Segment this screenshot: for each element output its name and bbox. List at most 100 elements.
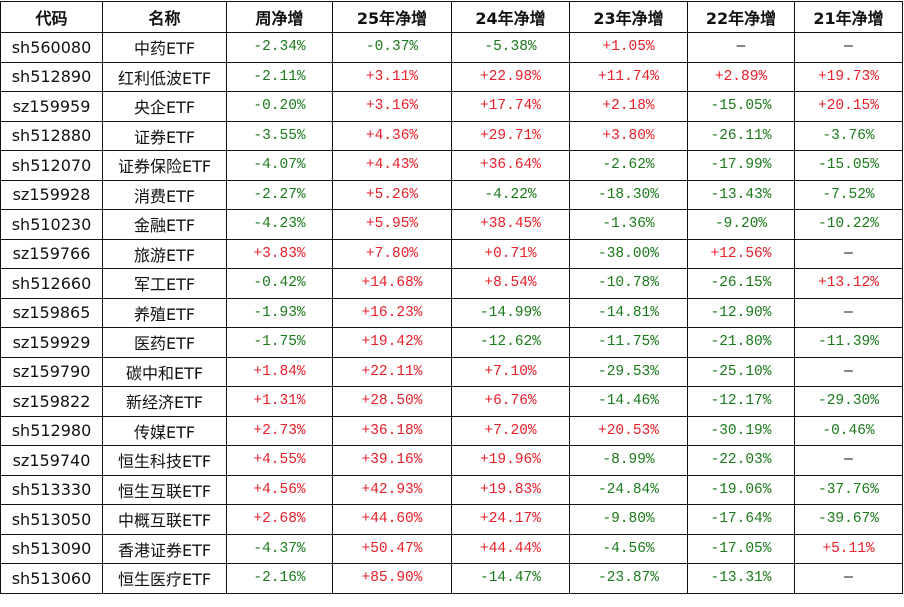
cell-week: -0.20% <box>226 91 333 122</box>
cell-y25: +85.90% <box>332 563 452 594</box>
cell-y24: +44.44% <box>451 533 570 564</box>
cell-y23: +3.80% <box>569 120 688 151</box>
cell-week: +1.31% <box>226 386 333 417</box>
cell-code: sh513090 <box>0 533 103 564</box>
cell-code: sz159959 <box>0 91 103 122</box>
cell-week: -2.27% <box>226 179 333 210</box>
table-row: sz159928 消费ETF -2.27% +5.26% -4.22% -18.30% -1… <box>0 179 903 210</box>
cell-y24: +7.20% <box>451 415 570 446</box>
cell-y24: +36.64% <box>451 150 570 181</box>
cell-y24: -12.62% <box>451 327 570 358</box>
cell-y25: -0.37% <box>332 32 452 63</box>
cell-y21: -7.52% <box>794 179 903 210</box>
cell-week: -1.75% <box>226 327 333 358</box>
cell-code: sz159740 <box>0 445 103 476</box>
cell-y21: -37.76% <box>794 474 903 505</box>
table-row: sz159929 医药ETF -1.75% +19.42% -12.62% -11.75%… <box>0 327 903 358</box>
cell-week: +1.84% <box>226 356 333 387</box>
cell-code: sz159790 <box>0 356 103 387</box>
cell-y23: +2.18% <box>569 91 688 122</box>
cell-y21: +20.15% <box>794 91 903 122</box>
cell-y25: +3.16% <box>332 91 452 122</box>
cell-y22: -19.06% <box>687 474 795 505</box>
cell-name: 中概互联ETF <box>102 504 227 535</box>
cell-week: -1.93% <box>226 297 333 328</box>
cell-name: 央企ETF <box>102 91 227 122</box>
cell-y23: +20.53% <box>569 415 688 446</box>
cell-name: 证券ETF <box>102 120 227 151</box>
cell-y25: +44.60% <box>332 504 452 535</box>
cell-week: -2.34% <box>226 32 333 63</box>
cell-y23: -10.78% <box>569 268 688 299</box>
cell-y25: +4.43% <box>332 150 452 181</box>
cell-y25: +4.36% <box>332 120 452 151</box>
cell-y21: — <box>794 445 903 476</box>
cell-y24: +17.74% <box>451 91 570 122</box>
column-header-name: 名称 <box>102 1 227 33</box>
cell-y24: +0.71% <box>451 238 570 269</box>
cell-code: sz159766 <box>0 238 103 269</box>
cell-y25: +5.95% <box>332 209 452 240</box>
table-row: sh512890 红利低波ETF -2.11% +3.11% +22.98% +11.74… <box>0 61 903 92</box>
cell-y22: +2.89% <box>687 61 795 92</box>
cell-y23: -14.81% <box>569 297 688 328</box>
column-header-y22: 22年净增 <box>687 1 795 33</box>
cell-week: -4.37% <box>226 533 333 564</box>
cell-y21: — <box>794 32 903 63</box>
cell-y22: -22.03% <box>687 445 795 476</box>
cell-name: 碳中和ETF <box>102 356 227 387</box>
cell-y24: +22.98% <box>451 61 570 92</box>
cell-y22: -17.64% <box>687 504 795 535</box>
cell-y24: +7.10% <box>451 356 570 387</box>
cell-name: 传媒ETF <box>102 415 227 446</box>
cell-y24: +24.17% <box>451 504 570 535</box>
cell-y21: -0.46% <box>794 415 903 446</box>
cell-code: sh510230 <box>0 209 103 240</box>
column-header-week: 周净增 <box>226 1 333 33</box>
cell-y21: — <box>794 356 903 387</box>
cell-code: sz159865 <box>0 297 103 328</box>
cell-week: +4.56% <box>226 474 333 505</box>
cell-y21: -15.05% <box>794 150 903 181</box>
cell-y23: -4.56% <box>569 533 688 564</box>
cell-week: -3.55% <box>226 120 333 151</box>
cell-name: 医药ETF <box>102 327 227 358</box>
cell-y22: -30.19% <box>687 415 795 446</box>
cell-y21: +5.11% <box>794 533 903 564</box>
cell-y23: -2.62% <box>569 150 688 181</box>
cell-y24: +38.45% <box>451 209 570 240</box>
cell-y24: -14.47% <box>451 563 570 594</box>
cell-code: sh512070 <box>0 150 103 181</box>
cell-y24: +6.76% <box>451 386 570 417</box>
cell-y23: -29.53% <box>569 356 688 387</box>
cell-week: +4.55% <box>226 445 333 476</box>
cell-name: 恒生医疗ETF <box>102 563 227 594</box>
etf-net-growth-table: 代码 名称 周净增 25年净增 24年净增 23年净增 22年净增 21年净增 sh56008… <box>0 1 903 594</box>
cell-y21: -39.67% <box>794 504 903 535</box>
cell-y23: +1.05% <box>569 32 688 63</box>
cell-name: 旅游ETF <box>102 238 227 269</box>
cell-week: +2.68% <box>226 504 333 535</box>
cell-week: -0.42% <box>226 268 333 299</box>
column-header-code: 代码 <box>0 1 103 33</box>
cell-y21: +19.73% <box>794 61 903 92</box>
cell-y23: -1.36% <box>569 209 688 240</box>
cell-y23: -11.75% <box>569 327 688 358</box>
cell-y22: -17.99% <box>687 150 795 181</box>
table-row: sh510230 金融ETF -4.23% +5.95% +38.45% -1.36% -9… <box>0 209 903 240</box>
cell-code: sh513330 <box>0 474 103 505</box>
cell-y22: -26.11% <box>687 120 795 151</box>
cell-y23: -9.80% <box>569 504 688 535</box>
cell-y24: +8.54% <box>451 268 570 299</box>
cell-y25: +7.80% <box>332 238 452 269</box>
cell-y25: +3.11% <box>332 61 452 92</box>
column-header-y21: 21年净增 <box>794 1 903 33</box>
cell-y22: -25.10% <box>687 356 795 387</box>
cell-name: 香港证券ETF <box>102 533 227 564</box>
cell-name: 恒生互联ETF <box>102 474 227 505</box>
table-row: sh512660 军工ETF -0.42% +14.68% +8.54% -10.78% -… <box>0 268 903 299</box>
cell-y23: -14.46% <box>569 386 688 417</box>
cell-name: 养殖ETF <box>102 297 227 328</box>
cell-y25: +50.47% <box>332 533 452 564</box>
table-row: sz159766 旅游ETF +3.83% +7.80% +0.71% -38.00% +1… <box>0 238 903 269</box>
